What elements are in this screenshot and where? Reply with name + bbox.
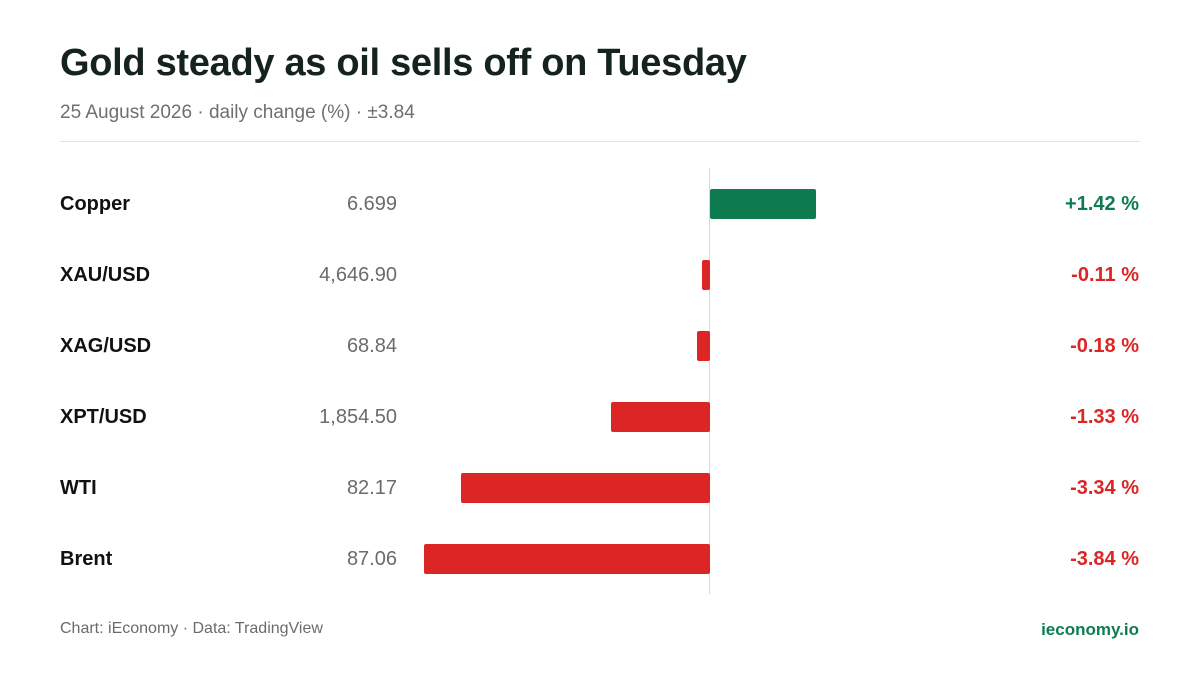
header-divider <box>60 141 1140 142</box>
row-price: 4,646.90 <box>319 264 397 286</box>
chart-row: XAU/USD 4,646.90 -0.11 % <box>0 260 1200 331</box>
bar <box>610 402 710 432</box>
chart-row: Brent 87.06 -3.84 % <box>0 544 1200 615</box>
row-label: XAU/USD <box>60 264 151 286</box>
row-label: Copper <box>60 193 130 215</box>
bar <box>424 544 710 574</box>
bar <box>710 189 816 219</box>
zero-axis-line <box>709 168 710 594</box>
chart-row: XAG/USD 68.84 -0.18 % <box>0 331 1200 402</box>
row-change-label: -0.18 % <box>1070 335 1139 357</box>
row-label: Brent <box>60 548 113 570</box>
row-change-label: +1.42 % <box>1065 193 1139 215</box>
chart-row: WTI 82.17 -3.34 % <box>0 473 1200 544</box>
chart-source: Chart: iEconomy · Data: TradingView <box>60 620 323 637</box>
chart-row: Copper 6.699 +1.42 % <box>0 189 1200 260</box>
row-change-label: -3.34 % <box>1070 477 1139 499</box>
row-price: 1,854.50 <box>319 406 397 428</box>
brand-link[interactable]: ieconomy.io <box>1041 620 1139 639</box>
row-price: 87.06 <box>346 548 397 570</box>
row-change-label: -1.33 % <box>1070 406 1139 428</box>
chart-title: Gold steady as oil sells off on Tuesday <box>60 42 747 84</box>
row-label: XAG/USD <box>60 335 152 357</box>
bar <box>696 331 710 361</box>
chart-subtitle: 25 August 2026 · daily change (%) · ±3.8… <box>60 102 415 123</box>
bar <box>461 473 710 503</box>
row-change-label: -3.84 % <box>1070 548 1139 570</box>
row-label: WTI <box>60 477 97 499</box>
chart-row: XPT/USD 1,854.50 -1.33 % <box>0 402 1200 473</box>
row-price: 6.699 <box>346 193 397 215</box>
row-change-label: -0.11 % <box>1071 264 1139 286</box>
row-label: XPT/USD <box>60 406 147 428</box>
bar <box>701 260 710 290</box>
row-price: 68.84 <box>346 335 397 357</box>
row-price: 82.17 <box>346 477 397 499</box>
